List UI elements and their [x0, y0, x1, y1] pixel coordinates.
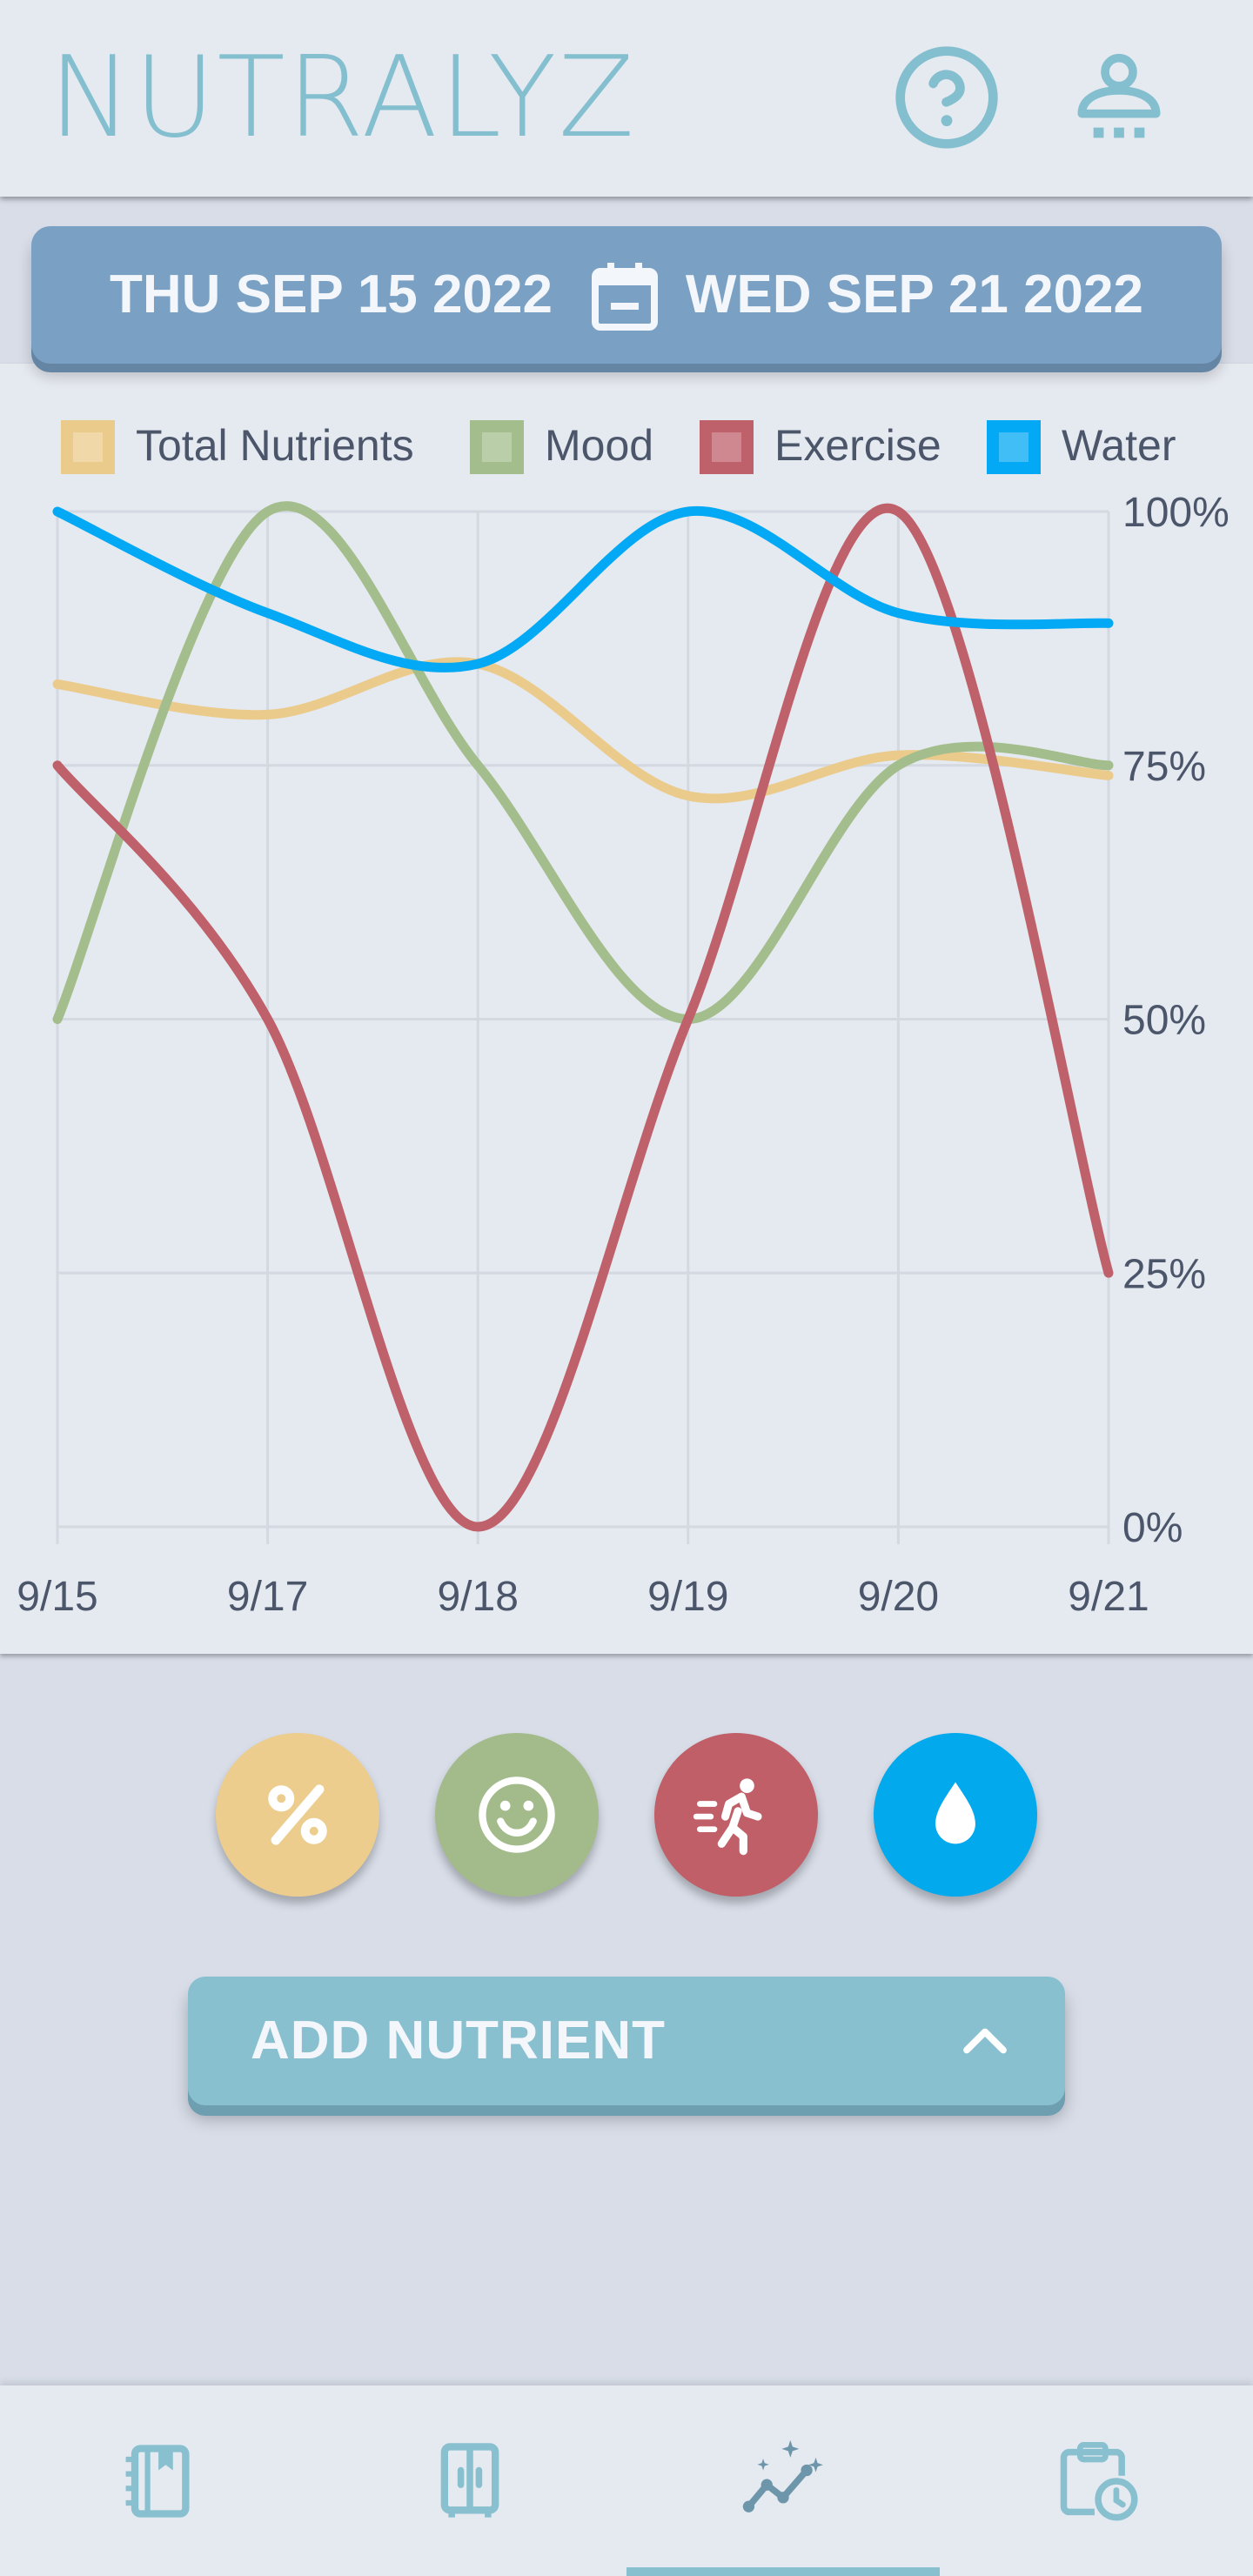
line-chart: Total Nutrients Mood Exercise Water 0% 25% 50%… — [17, 420, 1230, 1620]
percent-icon — [268, 1784, 327, 1845]
y-tick-label: 100% — [1122, 490, 1230, 536]
x-tick-label: 9/17 — [227, 1574, 308, 1620]
app-header: NUTRALYZ — [0, 0, 1253, 197]
notebook-icon — [125, 2445, 190, 2518]
y-tick-label: 75% — [1122, 744, 1206, 790]
x-tick-label: 9/20 — [858, 1574, 939, 1620]
date-range-picker[interactable]: THU SEP 15 2022 WED SEP 21 2022 — [31, 226, 1222, 364]
smiley-icon — [479, 1776, 555, 1853]
water-drop-icon — [935, 1782, 975, 1844]
legend-label: Exercise — [774, 421, 941, 470]
exercise-button[interactable] — [654, 1733, 818, 1897]
running-icon — [693, 1778, 762, 1856]
legend-swatch — [987, 420, 1041, 474]
nav-trends[interactable] — [626, 2385, 940, 2576]
y-tick-label: 0% — [1122, 1505, 1183, 1551]
nav-journal[interactable] — [0, 2385, 313, 2576]
series-line — [52, 504, 1114, 1532]
y-tick-label: 50% — [1122, 998, 1206, 1044]
series-line — [52, 657, 1114, 804]
add-nutrient-button[interactable]: ADD NUTRIENT — [188, 1977, 1065, 2105]
mood-button[interactable] — [435, 1733, 599, 1897]
legend-label: Mood — [545, 421, 653, 470]
nav-pantry[interactable] — [313, 2385, 626, 2576]
trend-chart: Total Nutrients Mood Exercise Water 0% 25% 50%… — [0, 364, 1253, 1654]
nav-schedule[interactable] — [940, 2385, 1253, 2576]
legend-swatch-inner — [999, 432, 1029, 462]
end-date[interactable]: WED SEP 21 2022 — [685, 264, 1143, 325]
legend-swatch-inner — [482, 432, 512, 462]
trends-icon — [742, 2439, 823, 2512]
legend-swatch-inner — [73, 432, 103, 462]
x-tick-label: 9/15 — [17, 1574, 97, 1620]
schedule-icon — [1060, 2442, 1138, 2521]
x-tick-label: 9/18 — [437, 1574, 518, 1620]
legend-label: Total Nutrients — [136, 421, 414, 470]
add-nutrient-label: ADD NUTRIENT — [251, 2011, 666, 2071]
series-line — [52, 505, 1114, 672]
legend-label: Water — [1062, 421, 1176, 470]
legend-swatch — [61, 420, 115, 474]
pantry-icon — [440, 2443, 499, 2518]
nutrients-button[interactable] — [216, 1733, 379, 1897]
app-title: NUTRALYZ — [49, 33, 637, 163]
water-button[interactable] — [874, 1733, 1037, 1897]
y-tick-label: 25% — [1122, 1251, 1206, 1297]
start-date[interactable]: THU SEP 15 2022 — [110, 264, 553, 325]
bottom-navigation — [0, 2385, 1253, 2576]
chevron-up-icon — [963, 2028, 1007, 2054]
legend-swatch — [700, 420, 754, 474]
x-tick-label: 9/19 — [647, 1574, 728, 1620]
x-tick-label: 9/21 — [1068, 1574, 1149, 1620]
account-icon[interactable] — [1063, 42, 1175, 153]
legend-swatch — [470, 420, 524, 474]
help-circle-icon[interactable] — [891, 42, 1002, 153]
series-line — [52, 501, 1114, 1024]
calendar-icon[interactable] — [583, 254, 667, 338]
active-tab-indicator — [626, 2567, 940, 2576]
legend-swatch-inner — [712, 432, 741, 462]
